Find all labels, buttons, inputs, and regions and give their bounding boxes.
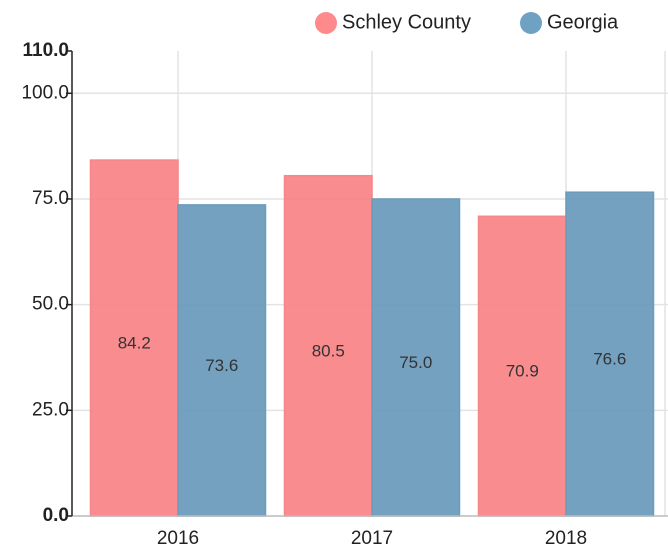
- x-tick-label: 2018: [545, 528, 587, 549]
- bar: [477, 215, 567, 517]
- y-tick-label: 100.0: [21, 82, 69, 103]
- data-label: 80.5: [312, 341, 345, 360]
- y-tick-label: 110.0: [23, 40, 70, 61]
- legend-swatch: [520, 12, 542, 34]
- x-tick-label: 2017: [351, 528, 393, 549]
- y-tick-label: 25.0: [32, 399, 69, 420]
- data-label: 75.0: [399, 353, 432, 372]
- y-tick-label: 0.0: [43, 505, 69, 526]
- bar: [283, 174, 373, 517]
- y-tick-label: 50.0: [32, 294, 69, 315]
- bar: [565, 191, 655, 517]
- bar: [371, 198, 461, 517]
- data-label: 73.6: [205, 356, 238, 375]
- legend-swatch: [315, 12, 337, 34]
- data-label: 76.6: [593, 350, 626, 369]
- legend-label: Schley County: [342, 11, 471, 33]
- y-tick-label: 75.0: [32, 188, 69, 209]
- bar: [177, 204, 267, 517]
- legend-label: Georgia: [547, 11, 619, 33]
- x-tick-label: 2016: [157, 528, 199, 549]
- data-label: 84.2: [118, 334, 151, 353]
- data-label: 70.9: [506, 362, 539, 381]
